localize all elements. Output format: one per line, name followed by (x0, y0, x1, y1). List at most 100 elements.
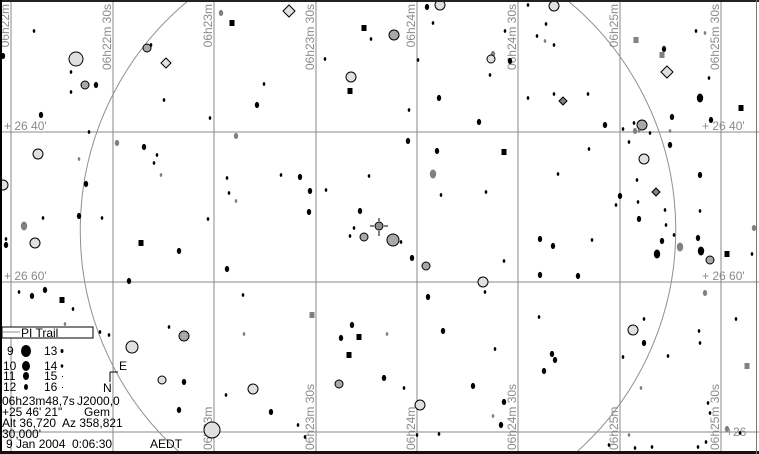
star[interactable] (636, 119, 648, 131)
star[interactable] (552, 92, 556, 96)
star[interactable] (436, 94, 442, 102)
star[interactable] (41, 216, 45, 220)
star[interactable] (152, 161, 156, 165)
star[interactable] (439, 193, 443, 197)
star[interactable] (346, 352, 352, 358)
star[interactable] (621, 127, 625, 131)
star[interactable] (543, 39, 547, 43)
star[interactable] (20, 221, 28, 231)
star[interactable] (324, 188, 328, 192)
star[interactable] (697, 171, 703, 179)
star[interactable] (229, 20, 235, 26)
star[interactable] (642, 317, 646, 321)
star[interactable] (491, 414, 495, 418)
target-object-marker[interactable] (374, 221, 384, 231)
star[interactable] (405, 137, 411, 145)
star[interactable] (309, 312, 315, 318)
star[interactable] (632, 121, 636, 125)
star[interactable] (414, 399, 426, 411)
star[interactable] (548, 0, 560, 12)
star[interactable] (507, 57, 513, 65)
star[interactable] (181, 378, 187, 386)
star[interactable] (157, 375, 167, 385)
star[interactable] (734, 317, 738, 321)
star[interactable] (639, 386, 643, 390)
star[interactable] (162, 98, 166, 102)
star[interactable] (338, 334, 344, 342)
star[interactable] (399, 240, 403, 244)
star[interactable] (483, 290, 487, 294)
star[interactable] (659, 237, 665, 245)
star[interactable] (142, 43, 152, 53)
star[interactable] (503, 29, 507, 33)
star[interactable] (303, 435, 307, 439)
star[interactable] (502, 259, 506, 263)
star[interactable] (425, 293, 431, 301)
star[interactable] (590, 238, 594, 242)
star[interactable] (627, 433, 631, 437)
star[interactable] (178, 330, 190, 342)
star[interactable] (241, 293, 245, 297)
star[interactable] (431, 21, 435, 25)
star[interactable] (556, 172, 560, 176)
star[interactable] (664, 223, 668, 227)
star[interactable] (32, 148, 44, 160)
star[interactable] (381, 374, 387, 382)
star[interactable] (587, 147, 591, 151)
star[interactable] (126, 277, 132, 285)
star[interactable] (296, 423, 300, 427)
star[interactable] (347, 88, 353, 94)
star[interactable] (552, 356, 558, 364)
star[interactable] (434, 147, 440, 155)
star[interactable] (233, 132, 239, 140)
star[interactable] (352, 226, 356, 230)
star[interactable] (424, 3, 430, 11)
star[interactable] (141, 143, 147, 151)
star[interactable] (149, 43, 153, 47)
star[interactable] (359, 232, 369, 242)
star[interactable] (218, 9, 224, 17)
star[interactable] (323, 57, 327, 61)
star[interactable] (488, 73, 492, 77)
star[interactable] (697, 246, 705, 256)
star[interactable] (155, 153, 159, 157)
star[interactable] (669, 113, 675, 121)
star[interactable] (268, 408, 274, 416)
star[interactable] (345, 71, 357, 83)
star[interactable] (744, 363, 750, 369)
star[interactable] (651, 187, 661, 197)
star[interactable] (367, 174, 371, 178)
star[interactable] (83, 180, 89, 188)
star[interactable] (663, 208, 667, 212)
star[interactable] (697, 329, 701, 333)
star[interactable] (706, 401, 710, 405)
star[interactable] (638, 153, 650, 165)
star[interactable] (224, 393, 228, 397)
star[interactable] (429, 169, 437, 179)
star[interactable] (704, 440, 708, 444)
star[interactable] (421, 261, 431, 271)
star[interactable] (537, 235, 543, 243)
star[interactable] (667, 141, 673, 149)
star[interactable] (751, 224, 757, 232)
star[interactable] (247, 383, 259, 395)
star[interactable] (29, 292, 35, 300)
star[interactable] (4, 237, 8, 241)
star[interactable] (501, 149, 507, 155)
star[interactable] (724, 251, 730, 257)
star[interactable] (32, 29, 36, 33)
star[interactable] (369, 37, 373, 41)
star[interactable] (348, 234, 352, 238)
star[interactable] (76, 212, 82, 220)
star[interactable] (633, 446, 637, 450)
star[interactable] (388, 29, 400, 41)
star[interactable] (660, 65, 674, 79)
star[interactable] (668, 129, 672, 133)
star[interactable] (707, 76, 711, 80)
star[interactable] (254, 101, 260, 109)
star[interactable] (225, 176, 229, 180)
star[interactable] (666, 354, 670, 358)
star[interactable] (282, 4, 296, 18)
